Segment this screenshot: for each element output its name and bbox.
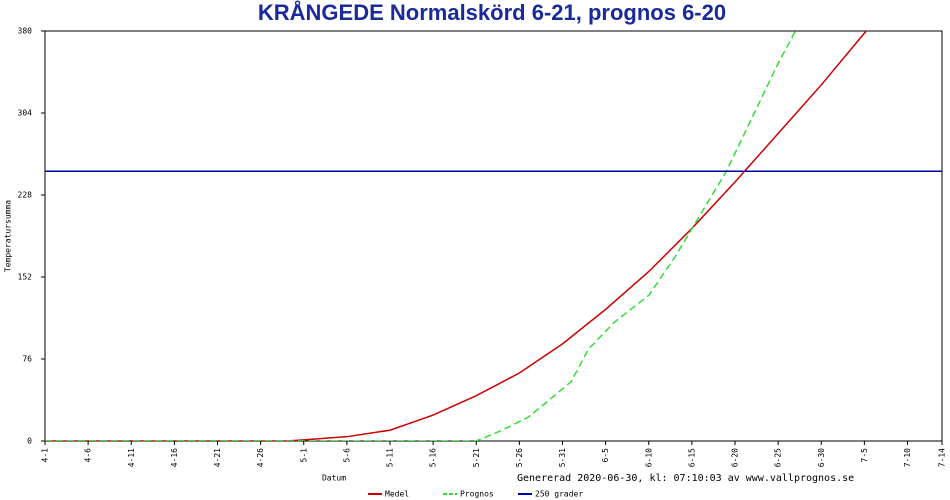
series-line [45, 31, 797, 441]
legend-label: Medel [385, 490, 409, 499]
x-tick-label: 6-5 [601, 448, 610, 463]
x-tick-label: 7-10 [903, 448, 912, 467]
y-tick-label: 0 [27, 437, 32, 446]
x-tick-label: 4-1 [41, 448, 50, 463]
x-tick-label: 4-11 [127, 448, 136, 467]
x-tick-label: 5-1 [299, 448, 308, 463]
x-tick-label: 7-14 [938, 448, 947, 467]
y-tick-label: 76 [22, 355, 32, 364]
y-axis-label: Temperatursumma [4, 200, 13, 272]
y-tick-label: 152 [18, 273, 33, 282]
x-tick-label: 4-26 [256, 448, 265, 467]
x-tick-label: 6-20 [731, 448, 740, 467]
y-tick-label: 380 [18, 27, 33, 36]
plot-frame [44, 30, 943, 442]
plot-area [45, 31, 942, 441]
x-axis-label: Datum [322, 474, 346, 483]
x-tick-label: 6-25 [774, 448, 783, 467]
x-tick-label: 5-26 [515, 448, 524, 467]
chart-title: KRÅNGEDE Normalskörd 6-21, prognos 6-20 [258, 0, 726, 25]
x-tick-label: 6-30 [817, 448, 826, 467]
x-tick-label: 6-15 [687, 448, 696, 467]
series-line [45, 31, 868, 441]
x-tick-label: 6-10 [644, 448, 653, 467]
x-tick-label: 4-21 [213, 448, 222, 467]
x-tick-label: 5-11 [386, 448, 395, 467]
annotation: Genererad 2020-06-30, kl: 07:10:03 av ww… [517, 473, 854, 484]
x-tick-label: 5-21 [472, 448, 481, 467]
y-tick-label: 228 [18, 191, 33, 200]
x-tick-label: 7-5 [860, 448, 869, 463]
x-tick-label: 5-6 [342, 448, 351, 463]
x-tick-label: 4-6 [84, 448, 93, 463]
x-tick-label: 4-16 [170, 448, 179, 467]
legend-label: 250 grader [535, 490, 583, 499]
x-tick-label: 5-16 [429, 448, 438, 467]
y-tick-label: 304 [18, 109, 33, 118]
x-tick-label: 5-31 [558, 448, 567, 467]
legend-label: Prognos [460, 490, 494, 499]
